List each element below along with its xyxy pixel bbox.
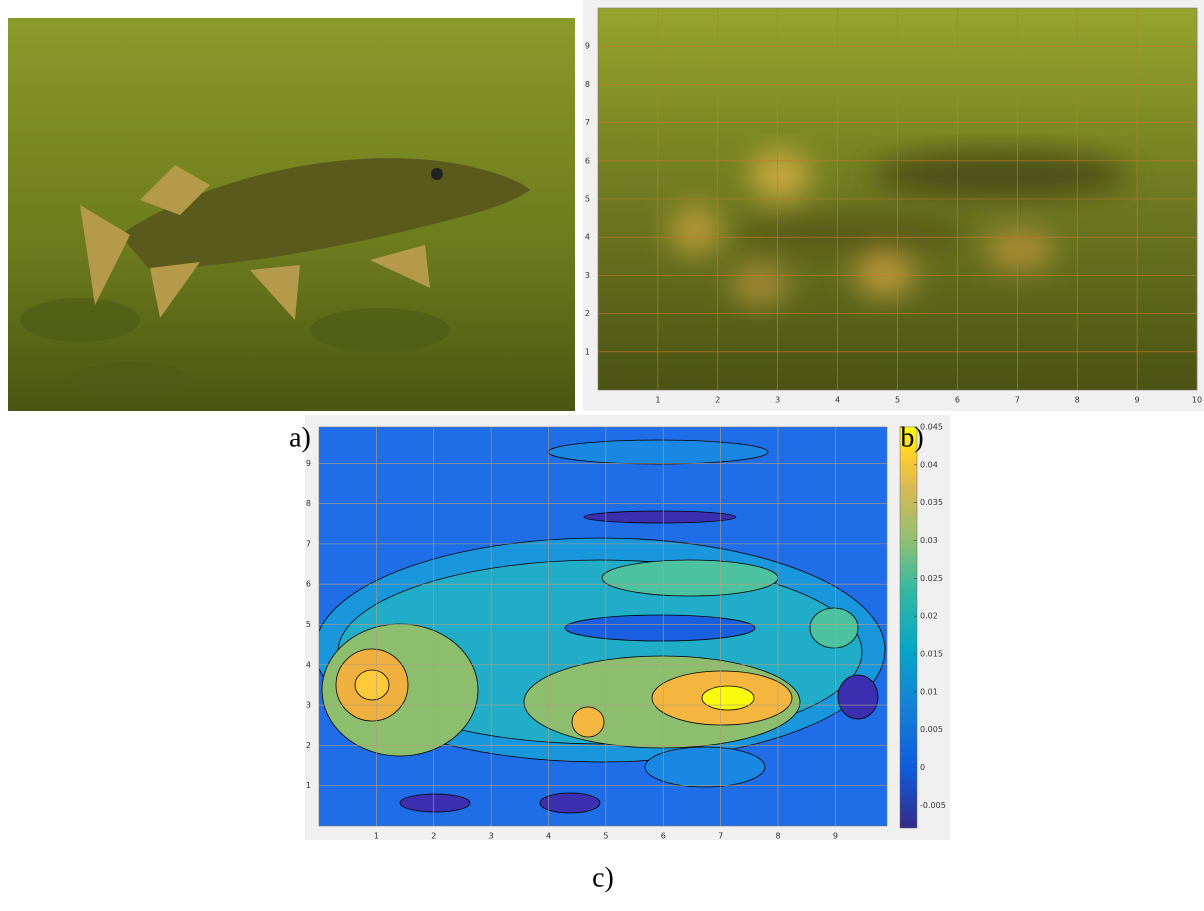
y-tick-label: 5 bbox=[306, 620, 311, 629]
x-tick-label: 4 bbox=[546, 832, 551, 841]
x-tick-label: 9 bbox=[1135, 396, 1140, 405]
x-tick-label: 2 bbox=[431, 832, 436, 841]
x-tick-label: 6 bbox=[661, 832, 666, 841]
x-tick-label: 4 bbox=[835, 396, 840, 405]
x-tick-label: 5 bbox=[603, 832, 608, 841]
colorbar-tick-label: 0.03 bbox=[920, 536, 938, 545]
contour-plot bbox=[319, 427, 887, 826]
x-tick-label: 1 bbox=[655, 396, 660, 405]
x-tick-label: 3 bbox=[489, 832, 494, 841]
panel-label: c) bbox=[592, 862, 614, 893]
colorbar-tick-label: -0.005 bbox=[920, 801, 946, 810]
y-tick-label: 1 bbox=[585, 347, 590, 356]
y-tick-label: 4 bbox=[585, 233, 590, 242]
x-tick-label: 7 bbox=[718, 832, 723, 841]
x-tick-label: 3 bbox=[775, 396, 780, 405]
x-tick-label: 1 bbox=[374, 832, 379, 841]
y-tick-label: 8 bbox=[585, 80, 590, 89]
axes-frame bbox=[318, 426, 888, 827]
y-tick-label: 2 bbox=[585, 309, 590, 318]
y-tick-label: 5 bbox=[585, 195, 590, 204]
colorbar bbox=[899, 426, 918, 829]
colorbar-tick-label: 0.015 bbox=[920, 649, 943, 658]
colorbar-tick-label: 0.025 bbox=[920, 574, 943, 583]
panel-label: b) bbox=[900, 422, 923, 453]
y-tick-label: 7 bbox=[306, 539, 311, 548]
colorbar-tick-label: 0.005 bbox=[920, 725, 943, 734]
y-tick-label: 6 bbox=[306, 580, 311, 589]
photo bbox=[8, 18, 575, 411]
y-tick-label: 6 bbox=[585, 156, 590, 165]
colorbar-tick-label: 0 bbox=[920, 763, 925, 772]
x-tick-label: 5 bbox=[895, 396, 900, 405]
colorbar-tick-label: 0.045 bbox=[920, 423, 943, 432]
colorbar-tick-label: 0.01 bbox=[920, 687, 938, 696]
colorbar-tick-label: 0.02 bbox=[920, 612, 938, 621]
y-tick-label: 8 bbox=[306, 499, 311, 508]
colorbar-tick-label: 0.035 bbox=[920, 498, 943, 507]
x-tick-label: 8 bbox=[775, 832, 780, 841]
x-tick-label: 6 bbox=[955, 396, 960, 405]
y-tick-label: 1 bbox=[306, 781, 311, 790]
axes-frame bbox=[597, 7, 1198, 391]
x-tick-label: 10 bbox=[1192, 396, 1202, 405]
y-tick-label: 4 bbox=[306, 660, 311, 669]
x-tick-label: 9 bbox=[833, 832, 838, 841]
y-tick-label: 9 bbox=[585, 42, 590, 51]
panel-label: a) bbox=[289, 422, 311, 453]
x-tick-label: 7 bbox=[1015, 396, 1020, 405]
y-tick-label: 2 bbox=[306, 741, 311, 750]
y-tick-label: 3 bbox=[306, 701, 311, 710]
x-tick-label: 2 bbox=[715, 396, 720, 405]
colorbar-tick-label: 0.04 bbox=[920, 460, 938, 469]
y-tick-label: 3 bbox=[585, 271, 590, 280]
x-tick-label: 8 bbox=[1075, 396, 1080, 405]
y-tick-label: 7 bbox=[585, 118, 590, 127]
y-tick-label: 9 bbox=[306, 459, 311, 468]
